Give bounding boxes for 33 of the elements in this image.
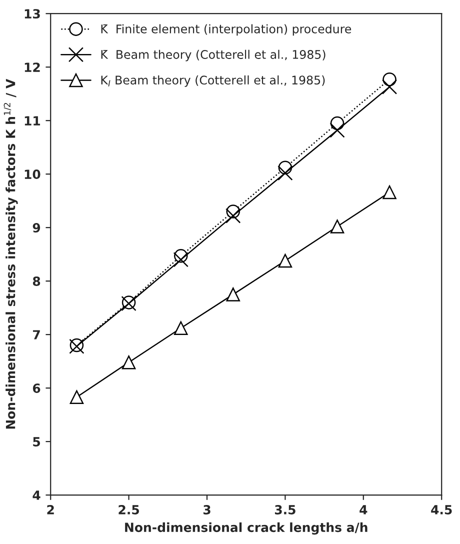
y-tick-label: 4	[32, 490, 40, 500]
point	[382, 185, 396, 200]
point	[173, 252, 188, 268]
legend-label: K̄ Beam theory (Cotterell et al., 1985)	[101, 50, 326, 62]
point	[174, 321, 188, 336]
point	[226, 208, 241, 224]
y-tick-label: 10	[24, 170, 40, 180]
legend-label: K̄ Finite element (interpolation) procedure	[101, 24, 352, 36]
x-axis-title: Non-dimensional crack lengths a/h	[125, 522, 368, 535]
x-tick-label: 2.5	[118, 504, 139, 514]
y-axis-title: Non-dimensional stress intensity factors K h$^{1/2}$ / V	[4, 78, 18, 429]
y-tick-label: 13	[24, 9, 40, 19]
point	[330, 122, 345, 138]
point	[278, 165, 293, 181]
y-tick-label: 9	[32, 223, 40, 232]
x-tick-label: 3.5	[274, 504, 296, 514]
point	[122, 356, 136, 370]
point	[382, 79, 398, 94]
y-tick-label: 8	[32, 276, 40, 286]
x-tick-label: 3	[203, 504, 210, 514]
point	[330, 220, 344, 234]
legend-label: K$_{I}$ Beam theory (Cotterell et al., 1985)	[101, 75, 325, 87]
x-tick-label: 2	[47, 504, 54, 514]
point	[278, 254, 292, 268]
y-tick-label: 11	[24, 116, 40, 126]
y-tick-label: 7	[33, 330, 40, 340]
y-tick-label: 6	[32, 384, 40, 393]
y-tick-label: 5	[33, 437, 40, 446]
point	[70, 390, 84, 404]
y-tick-label: 12	[24, 62, 40, 72]
x-tick-label: 4.5	[431, 505, 452, 514]
x-tick-label: 4	[360, 505, 368, 514]
point	[226, 288, 240, 302]
